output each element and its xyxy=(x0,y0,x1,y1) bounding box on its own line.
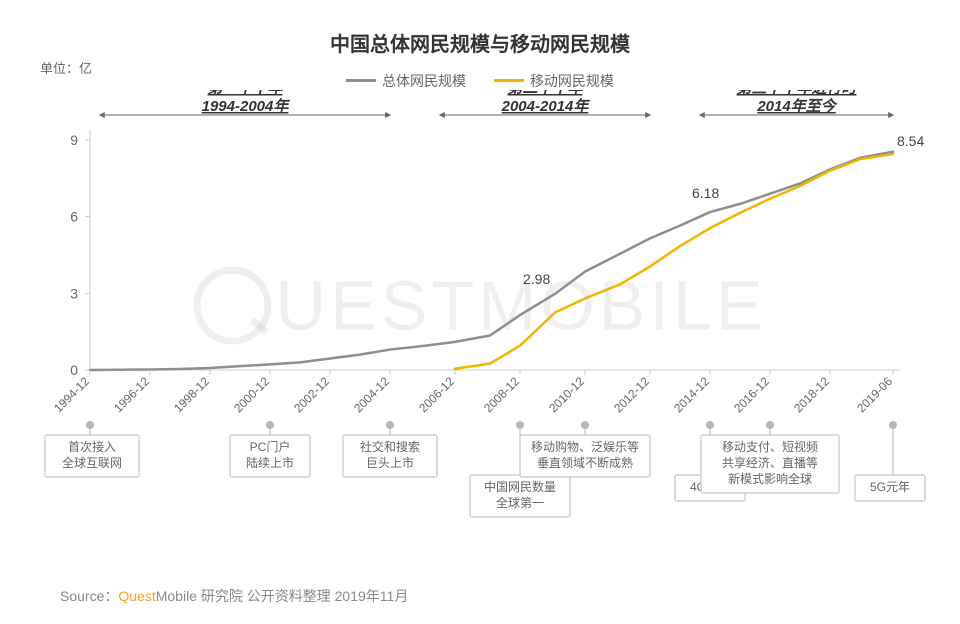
svg-text:移动支付、短视频: 移动支付、短视频 xyxy=(722,439,818,454)
svg-text:2010-12: 2010-12 xyxy=(546,374,587,415)
legend-item-mobile: 移动网民规模 xyxy=(494,71,614,91)
svg-text:首次接入: 首次接入 xyxy=(68,439,116,454)
source-prefix: Source： xyxy=(60,588,118,604)
source-brand-m: Mobile xyxy=(156,588,197,604)
svg-text:6.18: 6.18 xyxy=(692,185,719,201)
svg-text:2008-12: 2008-12 xyxy=(481,374,522,415)
legend-label-mobile: 移动网民规模 xyxy=(530,71,614,91)
svg-text:第二个十年: 第二个十年 xyxy=(507,90,584,97)
svg-text:2014年至今: 2014年至今 xyxy=(756,97,837,115)
svg-text:2004-2014年: 2004-2014年 xyxy=(501,97,591,115)
svg-text:2006-12: 2006-12 xyxy=(416,374,457,415)
svg-text:2000-12: 2000-12 xyxy=(231,374,272,415)
svg-text:1996-12: 1996-12 xyxy=(111,374,152,415)
svg-text:2002-12: 2002-12 xyxy=(291,374,332,415)
svg-text:8.54: 8.54 xyxy=(897,133,924,149)
source-brand-q: Quest xyxy=(118,588,155,604)
svg-text:5G元年: 5G元年 xyxy=(870,480,910,494)
svg-text:新模式影响全球: 新模式影响全球 xyxy=(728,471,812,486)
svg-text:全球互联网: 全球互联网 xyxy=(62,455,122,470)
svg-text:第一个十年: 第一个十年 xyxy=(207,90,284,97)
svg-text:PC门户: PC门户 xyxy=(250,439,291,454)
svg-text:垂直领域不断成熟: 垂直领域不断成熟 xyxy=(537,455,633,470)
svg-text:2.98: 2.98 xyxy=(523,271,550,287)
source-suffix: 研究院 公开资料整理 2019年11月 xyxy=(197,588,408,604)
svg-text:巨头上市: 巨头上市 xyxy=(366,455,414,470)
svg-text:第三个十年进行时: 第三个十年进行时 xyxy=(736,90,859,97)
svg-text:2018-12: 2018-12 xyxy=(791,374,832,415)
svg-text:9: 9 xyxy=(70,132,78,148)
svg-text:2012-12: 2012-12 xyxy=(611,374,652,415)
chart-legend: 总体网民规模 移动网民规模 xyxy=(30,69,930,91)
svg-text:3: 3 xyxy=(70,285,78,301)
svg-text:2019-06: 2019-06 xyxy=(854,374,895,415)
legend-label-total: 总体网民规模 xyxy=(382,71,466,91)
legend-item-total: 总体网民规模 xyxy=(346,71,466,91)
legend-swatch-total xyxy=(346,79,376,82)
svg-text:社交和搜索: 社交和搜索 xyxy=(360,439,420,454)
legend-swatch-mobile xyxy=(494,79,524,82)
svg-text:0: 0 xyxy=(70,362,78,378)
chart-container: 中国总体网民规模与移动网民规模 单位：亿 总体网民规模 移动网民规模 UESTM… xyxy=(0,0,960,624)
chart-plot: 0 3 6 9 第一个十年1994-2004年 第二个十年2004-2014年 第三个十年进… xyxy=(30,90,930,550)
svg-text:移动购物、泛娱乐等: 移动购物、泛娱乐等 xyxy=(531,439,639,454)
svg-text:中国网民数量: 中国网民数量 xyxy=(484,479,556,494)
svg-text:2004-12: 2004-12 xyxy=(351,374,392,415)
svg-text:全球第一: 全球第一 xyxy=(496,495,544,510)
svg-text:1998-12: 1998-12 xyxy=(171,374,212,415)
svg-text:1994-12: 1994-12 xyxy=(51,374,92,415)
source-line: Source：QuestMobile 研究院 公开资料整理 2019年11月 xyxy=(60,586,408,606)
chart-title: 中国总体网民规模与移动网民规模 xyxy=(30,28,930,57)
svg-text:2014-12: 2014-12 xyxy=(671,374,712,415)
unit-label: 单位：亿 xyxy=(40,58,92,77)
svg-text:2016-12: 2016-12 xyxy=(731,374,772,415)
svg-text:1994-2004年: 1994-2004年 xyxy=(202,97,291,115)
svg-text:共享经济、直播等: 共享经济、直播等 xyxy=(722,455,818,470)
svg-text:6: 6 xyxy=(70,209,78,225)
svg-text:陆续上市: 陆续上市 xyxy=(246,455,294,470)
